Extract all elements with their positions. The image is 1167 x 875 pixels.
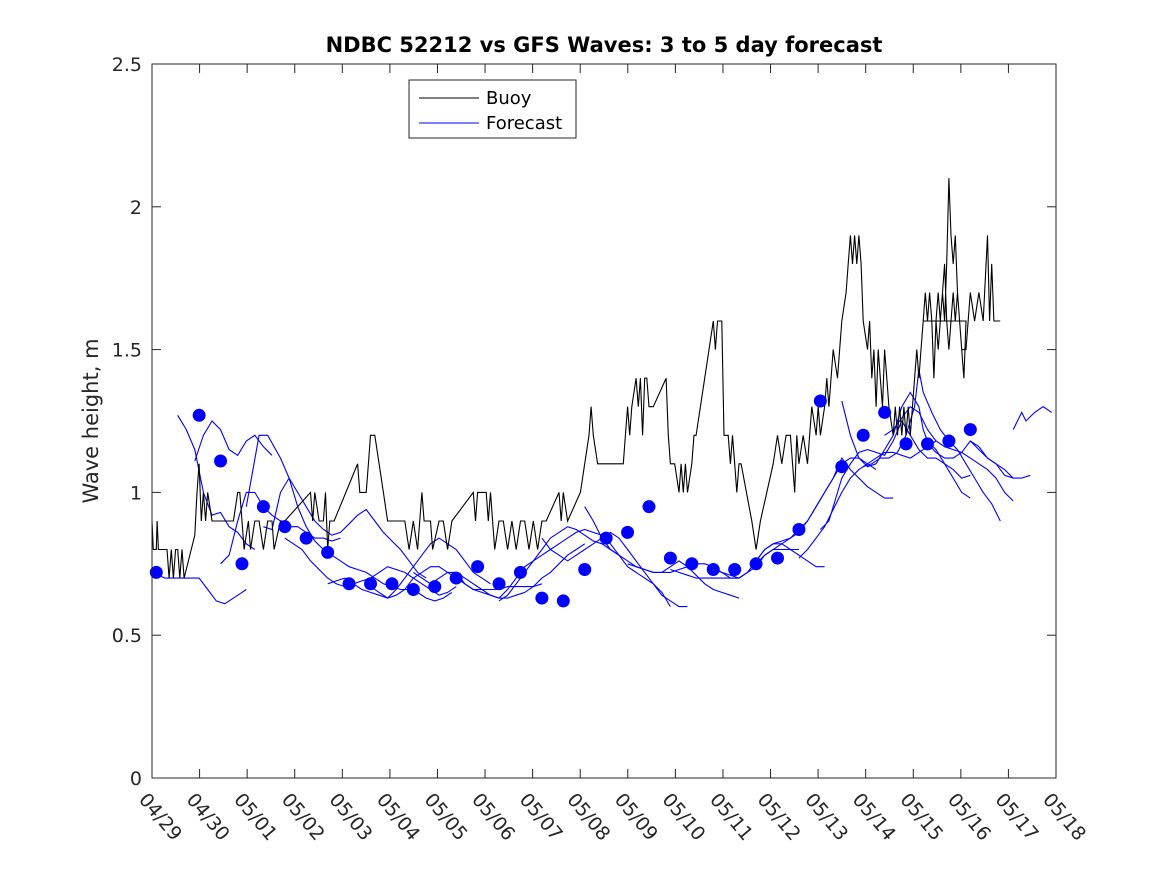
y-axis-label: Wave height, m — [79, 338, 103, 503]
buoy-series-group — [152, 178, 1001, 579]
forecast-marker — [813, 394, 827, 408]
buoy-line — [152, 178, 1001, 579]
forecast-marker — [214, 454, 228, 468]
forecast-line-5 — [245, 434, 427, 579]
forecast-line-18 — [755, 457, 894, 565]
forecast-marker — [856, 428, 870, 442]
forecast-marker — [899, 437, 913, 451]
forecast-marker — [578, 563, 592, 577]
forecast-marker — [299, 531, 313, 545]
forecast-marker — [192, 408, 206, 422]
forecast-line-1 — [177, 415, 256, 550]
forecast-marker — [749, 557, 763, 571]
forecast-marker — [428, 580, 442, 594]
forecast-line-23 — [884, 405, 1014, 502]
forecast-marker — [492, 577, 506, 591]
y-axis-ticks: 0 0.5 1 1.5 2 2.5 — [112, 54, 1056, 790]
forecast-marker — [835, 460, 849, 474]
forecast-marker — [385, 577, 399, 591]
forecast-marker — [728, 563, 742, 577]
forecast-line-11 — [455, 528, 620, 599]
forecast-marker — [556, 594, 570, 608]
forecast-line-12 — [498, 526, 671, 607]
forecast-marker — [321, 545, 335, 559]
forecast-marker — [920, 437, 934, 451]
forecast-marker — [256, 500, 270, 514]
forecast-marker — [942, 434, 956, 448]
forecast-marker — [449, 571, 463, 585]
forecast-marker — [364, 577, 378, 591]
forecast-line-22 — [863, 369, 1001, 522]
forecast-marker — [706, 563, 720, 577]
forecast-marker — [149, 565, 163, 579]
forecast-marker — [878, 405, 892, 419]
forecast-marker — [599, 531, 613, 545]
plot-area — [152, 64, 1056, 778]
legend-box — [408, 79, 577, 139]
y-tick-label: 2 — [130, 197, 142, 219]
forecast-marker — [342, 577, 356, 591]
forecast-line-19 — [798, 440, 937, 559]
forecast-marker — [621, 525, 635, 539]
forecast-marker — [663, 551, 677, 565]
y-tick-label: 1 — [130, 482, 142, 504]
forecast-line-21 — [841, 391, 971, 499]
forecast-marker — [535, 591, 549, 605]
forecast-marker — [792, 523, 806, 537]
forecast-marker — [235, 557, 249, 571]
chart-title: NDBC 52212 vs GFS Waves: 3 to 5 day fore… — [326, 33, 883, 57]
legend-label: Forecast — [486, 113, 562, 134]
legend: Buoy Forecast — [408, 79, 577, 139]
forecast-marker — [513, 565, 527, 579]
forecast-marker — [771, 551, 785, 565]
forecast-markers-group — [149, 394, 977, 608]
forecast-line-13 — [541, 531, 688, 608]
forecast-line-25 — [969, 440, 1031, 479]
y-tick-label: 1.5 — [112, 340, 142, 362]
y-tick-label: 0 — [130, 768, 142, 790]
forecast-marker — [963, 423, 977, 437]
forecast-marker — [406, 583, 420, 597]
y-tick-label: 0.5 — [112, 625, 142, 647]
legend-label: Buoy — [486, 88, 532, 109]
forecast-marker — [471, 560, 485, 574]
y-tick-label: 2.5 — [112, 54, 142, 76]
forecast-line-26 — [1012, 406, 1053, 430]
forecast-marker — [685, 557, 699, 571]
forecast-line-3 — [194, 420, 273, 462]
forecast-line-6 — [263, 476, 453, 602]
forecast-line-17 — [713, 457, 877, 579]
forecast-marker — [642, 500, 656, 514]
forecast-marker — [278, 520, 292, 534]
plot-frame — [151, 63, 1057, 779]
